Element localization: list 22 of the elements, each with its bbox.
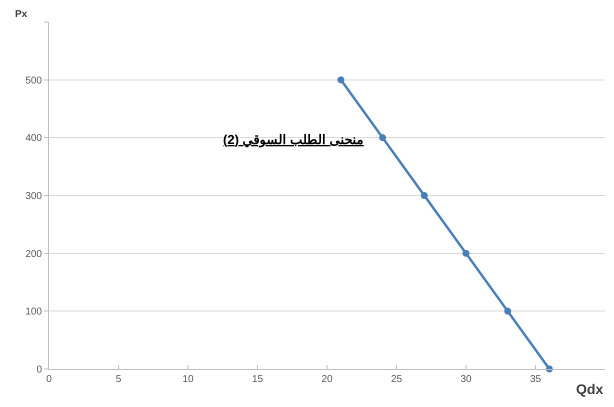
x-axis-title: Qdx (576, 381, 604, 397)
x-tick-label: 20 (321, 374, 333, 385)
y-tick-label: 400 (25, 133, 42, 144)
point (379, 134, 386, 142)
x-tick-label: 5 (116, 374, 122, 385)
y-tick-label: 0 (36, 364, 42, 376)
point (420, 192, 428, 199)
y-tick-label: 300 (25, 191, 42, 202)
x-tick-label: 15 (252, 374, 264, 385)
point (337, 76, 344, 84)
y-tick-label: 500 (25, 75, 42, 86)
text: منحنى الطلب السوقي (2) (223, 132, 364, 148)
x-tick-label: 0 (46, 374, 52, 385)
y-tick-label: 200 (25, 248, 42, 260)
x-tick-label: 35 (530, 374, 542, 385)
point (504, 308, 512, 315)
x-tick-label: 30 (460, 374, 472, 385)
x-tick-label: 10 (182, 374, 194, 385)
x-tick-label: 25 (390, 374, 402, 385)
point (462, 250, 470, 257)
y-tick-label: 100 (25, 306, 42, 318)
y-axis-title: Px (15, 9, 28, 20)
